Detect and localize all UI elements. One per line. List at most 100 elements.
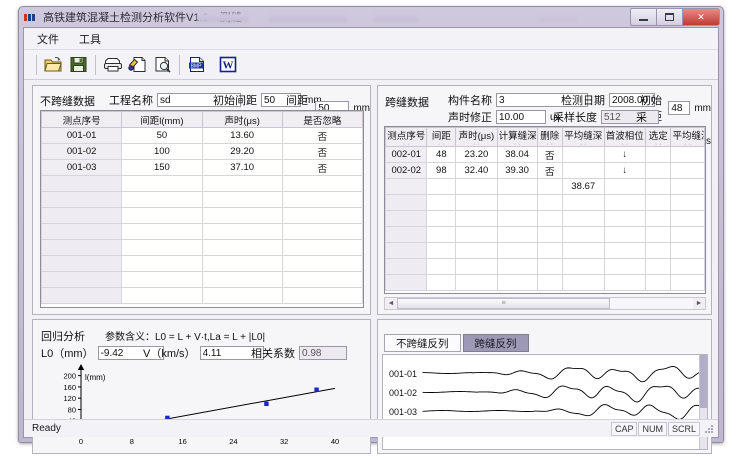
cell-r0-c3[interactable]: 38.04 xyxy=(496,146,538,163)
column-header-3[interactable]: 计算缝深 · · xyxy=(496,127,538,147)
cell-r1-c2[interactable]: 29.20 xyxy=(201,143,283,160)
cell-r0-c0[interactable]: 001-01 xyxy=(41,127,123,144)
table-row[interactable]: 001-02 100 29.20 否 xyxy=(41,143,363,160)
column-header-0[interactable]: 测点序号 xyxy=(41,111,123,128)
table-row[interactable]: 38.67 xyxy=(385,178,705,195)
cell-r1-c2[interactable]: 32.40 xyxy=(455,162,498,179)
save-file-button[interactable] xyxy=(66,53,91,77)
cell-r4-c6[interactable] xyxy=(603,210,646,227)
cell-r1-c7[interactable] xyxy=(644,162,672,179)
empty-cell[interactable] xyxy=(670,274,705,291)
table-row-empty[interactable] xyxy=(41,239,363,256)
cell-r3-c1[interactable] xyxy=(426,194,457,211)
empty-cell[interactable] xyxy=(121,175,203,192)
table-row-empty[interactable] xyxy=(41,191,363,208)
empty-cell[interactable] xyxy=(670,242,705,259)
cell-r3-c6[interactable] xyxy=(603,194,646,211)
scroll-track[interactable]: ≡ xyxy=(397,298,693,309)
empty-cell[interactable] xyxy=(281,271,363,288)
empty-cell[interactable] xyxy=(496,274,538,291)
cell-r0-c7[interactable] xyxy=(644,146,672,163)
table-row[interactable] xyxy=(385,226,705,243)
empty-cell[interactable] xyxy=(562,258,605,275)
maximize-button[interactable] xyxy=(656,8,682,26)
cell-r0-c2[interactable]: 23.20 xyxy=(455,146,498,163)
cell-r5-c2[interactable] xyxy=(455,226,498,243)
empty-cell[interactable] xyxy=(201,239,283,256)
no-cross-table-wrap[interactable]: 测点序号 间距l(mm) 声时(μs) 是否忽略 001-01 50 13.60 否 001-… xyxy=(40,110,364,308)
empty-cell[interactable] xyxy=(536,242,564,259)
tab-no-cross-waveform[interactable]: 不跨缝反列 xyxy=(384,334,461,352)
cell-r1-c6[interactable]: ↓ xyxy=(603,162,646,179)
print-setup-button[interactable] xyxy=(125,53,150,77)
cell-r3-c4[interactable] xyxy=(536,194,564,211)
waveform-scroll-thumb[interactable] xyxy=(700,355,707,408)
cell-r1-c1[interactable]: 100 xyxy=(121,143,203,160)
empty-cell[interactable] xyxy=(41,175,123,192)
column-header-2[interactable]: 声时(μs) · · xyxy=(455,127,498,147)
empty-cell[interactable] xyxy=(455,258,498,275)
title-bar[interactable]: 高铁建筑混凝土检测分析软件V1.0—测缝 ✕ xyxy=(19,7,723,28)
cell-r4-c7[interactable] xyxy=(644,210,672,227)
velocity-input[interactable] xyxy=(199,346,264,360)
cell-r5-c0[interactable] xyxy=(385,226,428,243)
cell-r5-c8[interactable] xyxy=(670,226,705,243)
table-row[interactable]: 002-01 48 23.20 38.04 否 ↓ xyxy=(385,146,705,163)
table-row-empty[interactable] xyxy=(41,271,363,288)
empty-cell[interactable] xyxy=(281,175,363,192)
cell-r2-c5[interactable]: 38.67 xyxy=(562,178,605,195)
cell-r0-c8[interactable] xyxy=(670,146,705,163)
empty-cell[interactable] xyxy=(201,191,283,208)
cell-r2-c0[interactable]: 001-03 xyxy=(41,159,123,176)
empty-cell[interactable] xyxy=(562,274,605,291)
waveform-vscrollbar[interactable] xyxy=(699,355,707,449)
cell-r1-c3[interactable]: 否 xyxy=(281,143,363,160)
cross-table-wrap[interactable]: 测点序号 · · 间距 · · 声时(μs) · · 计算缝深 · · 删除 · · 平均缝深 · ·… xyxy=(384,126,706,294)
l0-input[interactable] xyxy=(97,346,164,360)
empty-cell[interactable] xyxy=(455,242,498,259)
empty-cell[interactable] xyxy=(121,191,203,208)
cell-r1-c1[interactable]: 98 xyxy=(426,162,457,179)
column-header-2[interactable]: 声时(μs) xyxy=(201,111,283,128)
empty-cell[interactable] xyxy=(201,207,283,224)
cell-r4-c3[interactable] xyxy=(496,210,538,227)
empty-cell[interactable] xyxy=(121,271,203,288)
cell-r2-c2[interactable]: 37.10 xyxy=(201,159,283,176)
print-button[interactable] xyxy=(100,53,125,77)
initial-spacing-input[interactable] xyxy=(261,93,301,107)
empty-cell[interactable] xyxy=(281,239,363,256)
cell-r0-c1[interactable]: 48 xyxy=(426,146,457,163)
column-header-5[interactable]: 平均缝深 · · xyxy=(562,127,605,147)
cell-r0-c3[interactable]: 否 xyxy=(281,127,363,144)
cell-r5-c1[interactable] xyxy=(426,226,457,243)
cell-r5-c3[interactable] xyxy=(496,226,538,243)
column-header-1[interactable]: 间距l(mm) xyxy=(121,111,203,128)
empty-cell[interactable] xyxy=(41,255,123,272)
empty-cell[interactable] xyxy=(281,191,363,208)
cell-r0-c0[interactable]: 002-01 xyxy=(385,146,428,163)
cell-r2-c1[interactable] xyxy=(426,178,457,195)
cell-r5-c6[interactable] xyxy=(603,226,646,243)
table-row[interactable]: 002-02 98 32.40 39.30 否 ↓ xyxy=(385,162,705,179)
cell-r1-c8[interactable] xyxy=(670,162,705,179)
cell-r2-c2[interactable] xyxy=(455,178,498,195)
cell-r4-c1[interactable] xyxy=(426,210,457,227)
table-row[interactable] xyxy=(385,194,705,211)
empty-cell[interactable] xyxy=(426,258,457,275)
empty-cell[interactable] xyxy=(385,242,428,259)
cell-r2-c7[interactable] xyxy=(644,178,672,195)
empty-cell[interactable] xyxy=(536,258,564,275)
empty-cell[interactable] xyxy=(121,207,203,224)
empty-cell[interactable] xyxy=(281,255,363,272)
scroll-thumb[interactable]: ≡ xyxy=(397,298,611,309)
empty-cell[interactable] xyxy=(41,223,123,240)
column-header-1[interactable]: 间距 · · xyxy=(426,127,457,147)
project-name-input[interactable] xyxy=(157,93,241,107)
test-date-input[interactable] xyxy=(609,93,655,107)
member-name-input[interactable] xyxy=(496,93,588,107)
cell-r2-c0[interactable] xyxy=(385,178,428,195)
column-header-3[interactable]: 是否忽略 xyxy=(281,111,363,128)
table-row-empty[interactable] xyxy=(385,258,705,275)
scroll-right-icon[interactable]: ► xyxy=(695,300,703,307)
empty-cell[interactable] xyxy=(385,274,428,291)
